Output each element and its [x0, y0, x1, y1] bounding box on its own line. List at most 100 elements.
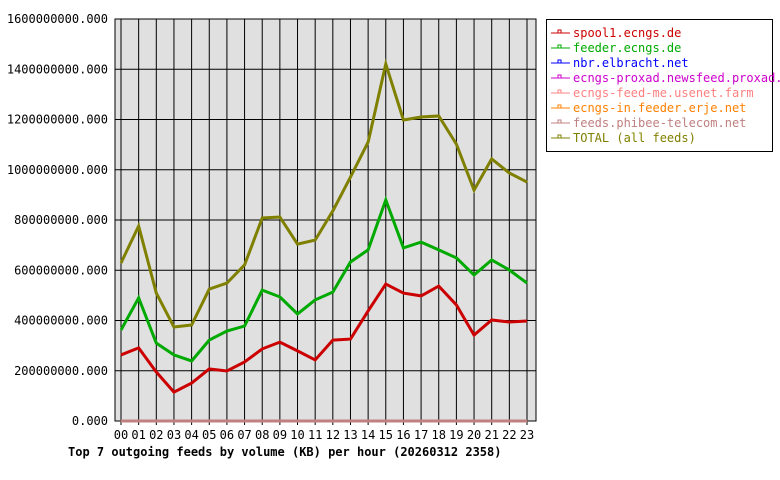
- data-point: [155, 371, 157, 373]
- x-tick-label: 07: [237, 428, 251, 442]
- data-point: [420, 295, 422, 297]
- data-point: [349, 420, 351, 422]
- data-point: [297, 420, 299, 422]
- x-tick-label: 08: [255, 428, 269, 442]
- x-tick-label: 12: [326, 428, 340, 442]
- data-point: [155, 342, 157, 344]
- legend-label: ecngs-proxad.newsfeed.proxad.net: [573, 71, 780, 85]
- data-point: [526, 181, 528, 183]
- legend: [546, 19, 773, 152]
- data-point: [508, 172, 510, 174]
- data-point: [438, 285, 440, 287]
- data-point: [173, 420, 175, 422]
- legend-marker: [557, 119, 562, 124]
- y-tick-label: 0.000: [72, 414, 108, 428]
- data-point: [244, 420, 246, 422]
- data-point: [120, 329, 122, 331]
- data-point: [473, 420, 475, 422]
- data-point: [279, 341, 281, 343]
- data-point: [455, 304, 457, 306]
- data-point: [138, 347, 140, 349]
- data-point: [473, 189, 475, 191]
- data-point: [173, 354, 175, 356]
- x-tick-label: 00: [114, 428, 128, 442]
- y-tick-label: 400000000.000: [14, 314, 108, 328]
- data-point: [314, 239, 316, 241]
- data-point: [526, 420, 528, 422]
- legend-marker: [557, 104, 562, 109]
- data-point: [208, 368, 210, 370]
- y-tick-label: 1400000000.000: [7, 62, 108, 76]
- chart-title: Top 7 outgoing feeds by volume (KB) per …: [68, 445, 501, 459]
- data-point: [385, 199, 387, 201]
- data-point: [226, 330, 228, 332]
- data-point: [491, 259, 493, 261]
- legend-label: spool1.ecngs.de: [573, 26, 681, 40]
- data-point: [438, 420, 440, 422]
- data-point: [367, 310, 369, 312]
- data-point: [455, 257, 457, 259]
- x-tick-label: 02: [149, 428, 163, 442]
- x-tick-label: 14: [361, 428, 375, 442]
- data-point: [455, 143, 457, 145]
- data-point: [332, 210, 334, 212]
- data-point: [191, 324, 193, 326]
- x-tick-label: 04: [184, 428, 198, 442]
- data-point: [314, 299, 316, 301]
- data-point: [367, 249, 369, 251]
- y-tick-label: 200000000.000: [14, 364, 108, 378]
- x-tick-label: 21: [484, 428, 498, 442]
- y-tick-label: 800000000.000: [14, 213, 108, 227]
- x-tick-label: 23: [520, 428, 534, 442]
- data-point: [261, 348, 263, 350]
- data-point: [261, 289, 263, 291]
- data-point: [173, 326, 175, 328]
- legend-label: feeds.phibee-telecom.net: [573, 116, 746, 130]
- data-point: [508, 321, 510, 323]
- x-tick-label: 16: [396, 428, 410, 442]
- data-point: [385, 420, 387, 422]
- data-point: [349, 261, 351, 263]
- data-point: [138, 225, 140, 227]
- data-point: [208, 420, 210, 422]
- x-tick-label: 22: [502, 428, 516, 442]
- data-point: [420, 116, 422, 118]
- x-tick-label: 03: [167, 428, 181, 442]
- data-point: [367, 420, 369, 422]
- x-tick-label: 10: [290, 428, 304, 442]
- data-point: [473, 334, 475, 336]
- data-point: [191, 420, 193, 422]
- data-point: [332, 339, 334, 341]
- data-point: [332, 420, 334, 422]
- data-point: [385, 283, 387, 285]
- data-point: [244, 361, 246, 363]
- data-point: [349, 176, 351, 178]
- data-point: [208, 288, 210, 290]
- data-point: [155, 292, 157, 294]
- data-point: [314, 359, 316, 361]
- data-point: [508, 420, 510, 422]
- data-point: [261, 217, 263, 219]
- data-point: [279, 216, 281, 218]
- data-point: [208, 339, 210, 341]
- data-point: [297, 350, 299, 352]
- data-point: [473, 274, 475, 276]
- x-tick-label: 01: [131, 428, 145, 442]
- x-tick-label: 05: [202, 428, 216, 442]
- x-tick-label: 17: [414, 428, 428, 442]
- data-point: [491, 319, 493, 321]
- data-point: [120, 420, 122, 422]
- data-point: [173, 391, 175, 393]
- x-tick-label: 06: [220, 428, 234, 442]
- x-tick-label: 11: [308, 428, 322, 442]
- y-tick-label: 1200000000.000: [7, 113, 108, 127]
- data-point: [438, 249, 440, 251]
- x-tick-label: 18: [432, 428, 446, 442]
- data-point: [402, 247, 404, 249]
- legend-marker: [557, 89, 562, 94]
- x-tick-label: 15: [379, 428, 393, 442]
- data-point: [120, 354, 122, 356]
- data-point: [526, 320, 528, 322]
- data-point: [138, 297, 140, 299]
